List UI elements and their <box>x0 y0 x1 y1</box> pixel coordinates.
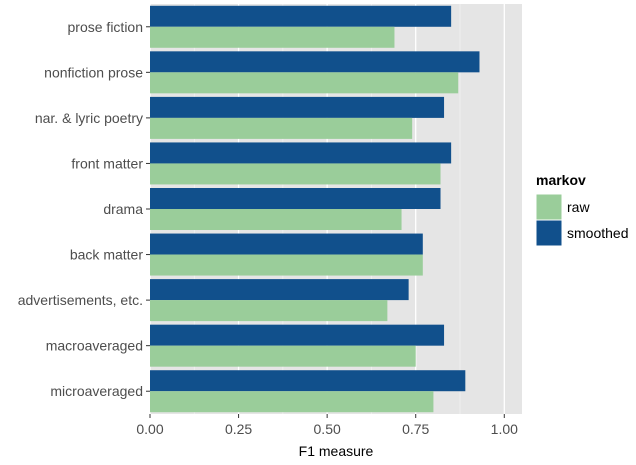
bar-smoothed <box>150 96 445 118</box>
bar-raw <box>150 209 402 230</box>
bar-raw <box>150 117 413 139</box>
x-tick-label: 1.00 <box>491 421 518 437</box>
bar-smoothed <box>150 370 466 392</box>
x-tick-label: 0.50 <box>314 421 341 437</box>
legend-label-raw: raw <box>567 199 590 215</box>
bar-smoothed <box>150 142 452 164</box>
y-tick-label: front matter <box>71 155 143 171</box>
x-tick-label: 0.75 <box>402 421 429 437</box>
y-tick-label: macroaveraged <box>46 338 143 354</box>
bar-smoothed <box>150 5 452 27</box>
y-tick-label: prose fiction <box>68 19 143 35</box>
bar-raw <box>150 26 395 48</box>
y-tick-label: nar. & lyric poetry <box>35 110 143 126</box>
y-tick-label: drama <box>103 201 143 217</box>
bar-raw <box>150 300 388 322</box>
legend-title: markov <box>536 172 586 188</box>
bar-raw <box>150 254 423 276</box>
legend-key-raw <box>535 193 563 221</box>
bar-smoothed <box>150 279 409 301</box>
y-tick-label: microaveraged <box>50 383 143 399</box>
bar-smoothed <box>150 233 423 255</box>
bar-raw <box>150 163 441 185</box>
bar-smoothed <box>150 51 480 73</box>
legend-key-smoothed <box>535 219 563 247</box>
bar-raw <box>150 345 416 367</box>
y-tick-label: back matter <box>70 247 143 263</box>
y-tick-label: nonfiction prose <box>44 64 143 80</box>
bar-smoothed <box>150 188 441 209</box>
x-tick-label: 0.25 <box>225 421 252 437</box>
x-tick-label: 0.00 <box>136 421 163 437</box>
bar-smoothed <box>150 324 445 346</box>
legend-label-smoothed: smoothed <box>567 225 628 241</box>
x-axis-label: F1 measure <box>299 443 374 459</box>
bar-raw <box>150 391 434 413</box>
y-tick-label: advertisements, etc. <box>18 292 143 308</box>
bar-raw <box>150 72 459 94</box>
